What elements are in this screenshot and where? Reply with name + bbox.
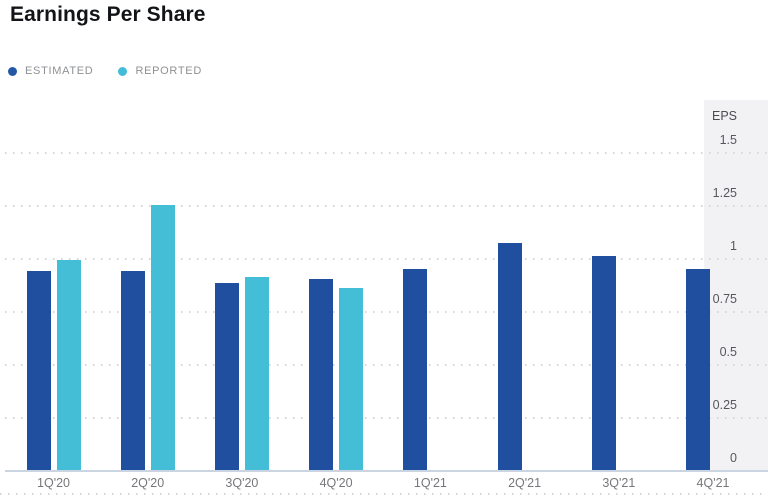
chart-legend: ESTIMATED REPORTED [8,65,202,77]
estimated-dot-icon [8,66,17,76]
x-axis-label: 3Q'20 [225,476,259,490]
chart-title: Earnings Per Share [10,3,206,26]
gridline [5,311,768,313]
x-axis-line [5,470,768,472]
x-axis-label: 2Q'21 [508,476,542,490]
gridline [5,258,768,260]
bar-estimated-2q20[interactable] [120,270,145,470]
legend-item-estimated[interactable]: ESTIMATED [8,65,93,77]
gridline [5,205,768,207]
bar-estimated-1q21[interactable] [403,268,428,470]
y-axis-tick-label: 1.5 [719,132,737,147]
bar-estimated-3q21[interactable] [591,255,616,470]
x-axis-label: 2Q'20 [131,476,165,490]
y-axis-tick-label: 1 [730,238,737,253]
y-axis-tick-label: 0.25 [712,397,737,412]
y-axis-title: EPS [711,109,737,123]
gridline [5,417,768,419]
bar-reported-4q20[interactable] [339,287,364,470]
gridline [5,364,768,366]
x-axis-label: 4Q'21 [696,476,730,490]
x-axis-label: 1Q'20 [37,476,70,490]
legend-label-estimated: ESTIMATED [25,65,94,77]
y-axis-tick-label: 1.25 [712,185,737,200]
reported-dot-icon [118,66,128,76]
y-axis-tick-label: 0 [730,450,737,465]
bar-estimated-2q21[interactable] [497,243,522,470]
legend-label-reported: REPORTED [135,65,202,77]
bar-reported-3q20[interactable] [244,277,269,470]
legend-item-reported[interactable]: REPORTED [118,65,202,77]
x-axis-label: 4Q'20 [319,476,353,490]
gridline [5,152,768,154]
x-axis-label: 3Q'21 [602,476,636,490]
bottom-divider [0,493,768,495]
x-axis-label: 1Q'21 [413,476,447,490]
bar-estimated-1q20[interactable] [26,270,51,470]
y-axis-tick-label: 0.5 [719,344,737,359]
bar-reported-1q20[interactable] [56,260,81,470]
bar-reported-2q20[interactable] [150,205,175,470]
bar-estimated-4q21[interactable] [686,268,710,470]
bar-estimated-4q20[interactable] [309,279,334,470]
y-axis-tick-label: 0.75 [712,291,737,306]
bar-estimated-3q20[interactable] [214,283,239,470]
next-quarter-highlight-panel [704,100,768,470]
